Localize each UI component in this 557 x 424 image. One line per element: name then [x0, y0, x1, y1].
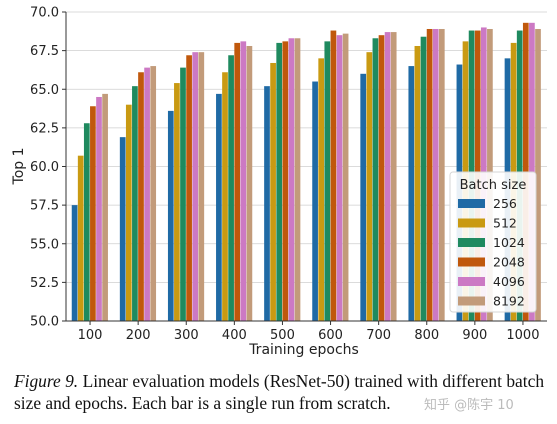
y-tick-label: 55.0: [30, 237, 59, 252]
bar-2048-500: [282, 41, 289, 322]
bar-8192-300: [198, 52, 205, 322]
legend-swatch-512: [458, 218, 485, 228]
bar-4096-500: [288, 38, 295, 322]
bar-1024-200: [132, 86, 138, 321]
legend-swatch-256: [458, 199, 485, 208]
bar-1024-100: [83, 123, 90, 322]
y-tick-label: 70.0: [30, 6, 59, 21]
bar-8192-500: [294, 38, 301, 322]
bar-512-300: [174, 83, 180, 321]
bar-8192-800: [438, 28, 445, 322]
bar-2048-800: [426, 28, 433, 322]
x-axis-ticks: 100 200 300 400 500 600 700 800 900 1000: [78, 321, 539, 343]
bar-256-500: [264, 86, 270, 321]
bar-512-500: [270, 62, 276, 321]
y-tick-label: 60.0: [30, 160, 59, 175]
bar-chart: 50.0 52.5 55.0 57.5 60.0 62.5 65.0 67.5 70.0 100…: [11, 6, 547, 358]
bar-256-600: [312, 81, 318, 321]
caption-text: Linear evaluation models (ResNet-50) tra…: [14, 371, 545, 413]
legend-label-256: 256: [493, 196, 517, 211]
bar-256-700: [360, 73, 367, 321]
legend-swatch-2048: [458, 257, 485, 267]
bar-4096-100: [96, 96, 102, 321]
x-tick-label: 900: [462, 328, 487, 343]
x-tick-label: 300: [174, 328, 199, 343]
x-tick-label: 400: [222, 328, 247, 343]
bar-2048-100: [90, 106, 96, 321]
x-axis-label: Training epochs: [248, 342, 359, 358]
bar-512-200: [125, 104, 132, 321]
bar-1024-400: [228, 55, 234, 321]
x-tick-label: 500: [270, 328, 295, 343]
bar-4096-400: [240, 41, 247, 322]
figure-caption: Figure 9. Linear evaluation models (ResN…: [14, 370, 544, 414]
y-tick-label: 65.0: [30, 83, 59, 98]
bar-1024-700: [372, 38, 379, 322]
legend-label-8192: 8192: [493, 294, 525, 309]
y-axis-ticks: 50.0 52.5 55.0 57.5 60.0 62.5 65.0 67.5 70.0: [30, 6, 547, 330]
bar-256-100: [71, 205, 78, 322]
y-tick-label: 50.0: [30, 315, 59, 330]
watermark: 知乎 @陈宇 10: [424, 398, 514, 413]
bar-4096-200: [144, 67, 150, 322]
bar-4096-800: [432, 28, 439, 322]
bar-512-800: [414, 45, 421, 322]
bar-8192-200: [150, 66, 157, 321]
bar-2048-300: [186, 55, 192, 321]
legend-label-512: 512: [493, 216, 517, 231]
legend: Batch size 256 512 1024 2048 4096 8192: [449, 171, 537, 313]
bar-8192-600: [342, 33, 349, 321]
x-tick-label: 100: [78, 328, 103, 343]
bar-256-300: [167, 110, 174, 321]
bar-8192-700: [390, 32, 397, 321]
legend-swatch-1024: [458, 238, 485, 247]
bar-512-700: [366, 52, 373, 322]
figure-label: Figure 9.: [14, 371, 79, 391]
bar-4096-600: [336, 35, 343, 322]
legend-label-2048: 2048: [493, 255, 525, 270]
legend-title: Batch size: [460, 178, 527, 193]
bar-2048-600: [330, 30, 337, 321]
legend-label-4096: 4096: [493, 274, 525, 289]
bar-256-400: [216, 93, 222, 321]
bar-8192-100: [102, 93, 108, 321]
y-tick-label: 52.5: [30, 276, 59, 291]
bar-512-100: [77, 155, 84, 321]
bar-4096-700: [384, 32, 391, 321]
x-tick-label: 800: [414, 328, 439, 343]
legend-swatch-4096: [458, 277, 485, 286]
bar-256-800: [408, 66, 415, 321]
bar-1024-500: [276, 42, 283, 322]
y-tick-label: 62.5: [30, 121, 59, 136]
legend-swatch-8192: [458, 296, 485, 306]
bar-1024-600: [324, 41, 331, 322]
bar-8192-1000: [535, 28, 541, 322]
bar-2048-700: [378, 35, 385, 322]
bar-1024-300: [180, 67, 186, 322]
x-tick-label: 600: [318, 328, 343, 343]
legend-label-1024: 1024: [493, 235, 525, 250]
bar-2048-200: [138, 72, 144, 321]
x-tick-label: 1000: [506, 328, 539, 343]
bar-512-600: [318, 58, 325, 321]
bar-8192-400: [246, 45, 253, 322]
bars: [71, 22, 541, 322]
bar-1024-800: [420, 36, 427, 321]
y-tick-label: 57.5: [30, 199, 59, 214]
x-tick-label: 700: [366, 328, 391, 343]
bar-512-400: [222, 72, 228, 321]
bar-256-200: [119, 137, 126, 321]
y-axis-label: Top 1: [11, 148, 27, 186]
x-tick-label: 200: [126, 328, 151, 343]
bar-2048-400: [234, 42, 241, 322]
y-tick-label: 67.5: [30, 44, 59, 59]
bar-4096-300: [192, 52, 199, 322]
